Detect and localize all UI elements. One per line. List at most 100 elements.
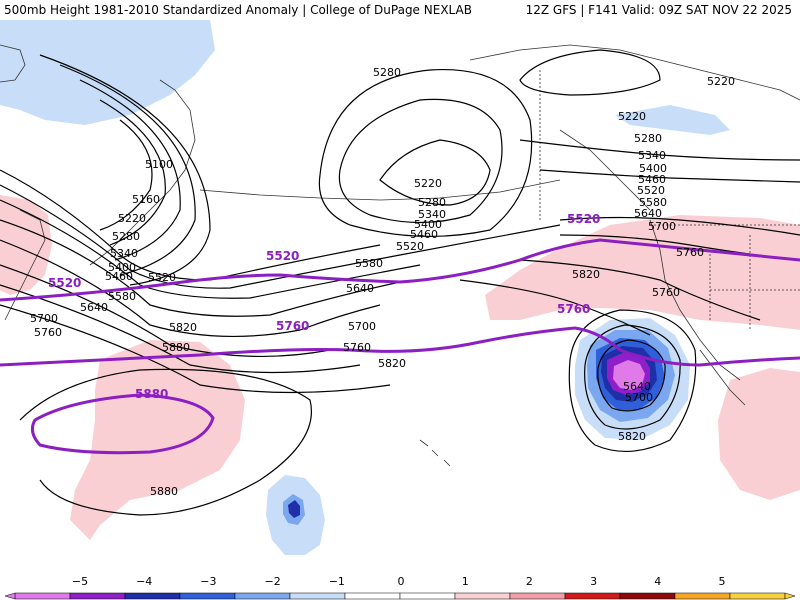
contour-label: 5280: [373, 66, 401, 79]
contour-label: 5820: [572, 268, 600, 281]
contour-label: 5520: [637, 184, 665, 197]
contour-label: 5820: [618, 430, 646, 443]
coastlines: [0, 44, 800, 467]
contour-label: 5340: [110, 247, 138, 260]
asia-coastline: [0, 44, 26, 83]
colorbar-swatch: [234, 592, 291, 600]
highlight-label: 5760: [276, 319, 309, 333]
baja-coastline: [699, 349, 746, 406]
contour-5880-ridge: [19, 368, 312, 516]
contour-label: 5220: [707, 75, 735, 88]
highlight-label: 5520: [567, 212, 600, 226]
north-america-west-coast: [649, 219, 741, 381]
contour-label: 5880: [150, 485, 178, 498]
contour-5280-east: [519, 139, 800, 161]
contour-label: 5280: [112, 230, 140, 243]
contour-label: 5700: [30, 312, 58, 325]
contour-5460: [0, 184, 561, 289]
contour-label: 5460: [105, 270, 133, 283]
contour-5340-low: [318, 68, 533, 238]
colorbar-swatch: [454, 592, 511, 600]
colorbar-swatches: [4, 592, 796, 600]
colorbar-tick-label: 1: [462, 575, 469, 588]
contour-label-group: 5280 5220 5220 5100 5160 5220 5280 5340 …: [30, 66, 735, 498]
colorbar-tick-label: 5: [719, 575, 726, 588]
contour-label: 5580: [108, 290, 136, 303]
alaska-panhandle: [559, 129, 651, 211]
highlight-label: 5880: [135, 387, 168, 401]
contour-label: 5400: [108, 261, 136, 274]
map-title: 500mb Height 1981-2010 Standardized Anom…: [4, 3, 472, 17]
contour-5640: [0, 239, 381, 337]
highlight-label: 5760: [557, 302, 590, 316]
colorbar-swatch: [14, 592, 71, 600]
anomaly-map: 5280 5220 5220 5100 5160 5220 5280 5340 …: [0, 20, 800, 577]
colorbar-swatch: [509, 592, 566, 600]
anomaly-shading: [0, 20, 800, 555]
positive-anomaly-region: [70, 340, 245, 540]
contour-label: 5640: [623, 380, 651, 393]
colorbar-tick-label: 0: [398, 575, 405, 588]
contour-label: 5640: [346, 282, 374, 295]
contour-label: 5820: [169, 321, 197, 334]
map-header: 500mb Height 1981-2010 Standardized Anom…: [0, 0, 800, 20]
colorbar-high-arrow: [784, 592, 796, 600]
contour-5760: [0, 284, 361, 374]
contour-label: 5820: [378, 357, 406, 370]
contour-label: 5340: [418, 208, 446, 221]
colorbar-tick-label: 4: [654, 575, 661, 588]
positive-anomaly-region: [718, 368, 800, 500]
contour-5220-low: [379, 139, 491, 206]
highlight-label: 5520: [48, 276, 81, 290]
contour-label: 5700: [348, 320, 376, 333]
contour-label: 5580: [355, 257, 383, 270]
colorbar-swatch: [179, 592, 236, 600]
contour-label: 5220: [118, 212, 146, 225]
contour-5280-low: [338, 98, 503, 224]
contour-label: 5520: [396, 240, 424, 253]
colorbar-swatch: [124, 592, 181, 600]
colorbar-tick-label: −3: [200, 575, 216, 588]
colorbar-swatch: [619, 592, 676, 600]
contour-5160: [99, 99, 166, 246]
highlight-contours: [0, 238, 800, 455]
colorbar-tick-labels: −5 −4 −3 −2 −1 0 1 2 3 4 5: [72, 575, 726, 588]
contour-label: 5460: [638, 173, 666, 186]
contour-label: 5400: [639, 162, 667, 175]
colorbar-tick-label: −2: [264, 575, 280, 588]
contour-east-5820: [459, 279, 651, 336]
positive-anomaly-region: [485, 215, 800, 330]
colorbar-low-arrow: [4, 592, 16, 600]
highlight-label: 5520: [266, 249, 299, 263]
negative-anomaly-region: [615, 105, 730, 135]
contour-5820: [0, 304, 391, 394]
aleutian-islands: [199, 179, 561, 201]
colorbar-tick-label: 2: [526, 575, 533, 588]
negative-anomaly-region: [288, 500, 300, 518]
contour-5400: [0, 169, 381, 281]
contour-label: 5280: [634, 132, 662, 145]
contour-label: 5220: [414, 177, 442, 190]
colorbar-swatch: [564, 592, 621, 600]
contour-label: 5100: [145, 158, 173, 171]
hawaii-islands: [419, 439, 451, 467]
model-run-info: 12Z GFS | F141 Valid: 09Z SAT NOV 22 202…: [525, 3, 792, 17]
contour-label: 5520: [148, 271, 176, 284]
contour-cutoff-low: [597, 339, 666, 412]
contour-5280: [59, 64, 196, 276]
contour-5340: [39, 54, 211, 286]
contour-label: 5340: [638, 149, 666, 162]
colorbar-swatch: [69, 592, 126, 600]
contour-5580: [0, 219, 401, 317]
alaska-coastline: [469, 44, 800, 101]
us-state-border: [709, 235, 800, 330]
colorbar-tick-label: 3: [590, 575, 597, 588]
highlight-label-group: 5520 5520 5520 5760 5760 5880: [48, 212, 600, 401]
colorbar-tick-label: −4: [136, 575, 152, 588]
contour-label: 5220: [618, 110, 646, 123]
contour-label: 5160: [132, 193, 160, 206]
contour-5700: [0, 264, 331, 357]
colorbar-swatch: [399, 592, 456, 600]
colorbar-tick-label: −1: [329, 575, 345, 588]
contour-label: 5760: [34, 326, 62, 339]
